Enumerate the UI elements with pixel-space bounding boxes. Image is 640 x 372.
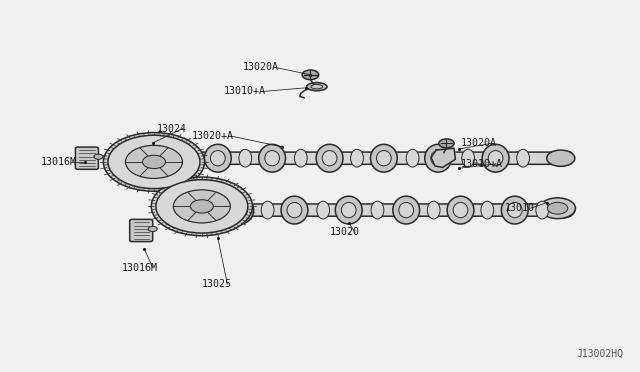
Ellipse shape [341, 202, 356, 218]
Text: J13002HQ: J13002HQ [577, 348, 623, 358]
Ellipse shape [406, 149, 419, 167]
Circle shape [302, 70, 319, 80]
Ellipse shape [508, 202, 522, 218]
Ellipse shape [316, 144, 343, 172]
FancyBboxPatch shape [130, 219, 153, 241]
FancyBboxPatch shape [168, 204, 572, 216]
Ellipse shape [307, 83, 327, 91]
Ellipse shape [393, 196, 420, 224]
Ellipse shape [425, 144, 452, 172]
Ellipse shape [259, 144, 285, 172]
Ellipse shape [322, 151, 337, 166]
Ellipse shape [447, 196, 474, 224]
Circle shape [94, 154, 103, 159]
Ellipse shape [482, 144, 509, 172]
Ellipse shape [265, 151, 280, 166]
Ellipse shape [481, 201, 493, 219]
Ellipse shape [376, 151, 391, 166]
Ellipse shape [462, 149, 474, 167]
Ellipse shape [501, 196, 528, 224]
Circle shape [540, 198, 575, 219]
Ellipse shape [488, 151, 503, 166]
Circle shape [143, 155, 166, 169]
Ellipse shape [428, 201, 440, 219]
Ellipse shape [335, 196, 362, 224]
Circle shape [547, 150, 575, 166]
Text: 13010+A: 13010+A [224, 87, 266, 96]
Circle shape [439, 139, 454, 148]
Text: 13024: 13024 [157, 124, 187, 134]
Text: 13020+A: 13020+A [192, 131, 234, 141]
Ellipse shape [311, 84, 323, 89]
FancyBboxPatch shape [76, 147, 99, 169]
Polygon shape [431, 148, 456, 167]
Ellipse shape [371, 144, 397, 172]
Ellipse shape [317, 201, 330, 219]
Ellipse shape [351, 149, 364, 167]
Circle shape [173, 190, 230, 223]
Text: 13025: 13025 [202, 279, 232, 289]
Text: 13020: 13020 [330, 227, 360, 237]
FancyBboxPatch shape [132, 152, 572, 164]
Ellipse shape [233, 202, 248, 218]
Ellipse shape [399, 202, 413, 218]
Ellipse shape [239, 149, 252, 167]
Text: 13020A: 13020A [243, 62, 278, 73]
Ellipse shape [202, 201, 214, 219]
Ellipse shape [453, 202, 468, 218]
Ellipse shape [211, 151, 225, 166]
Circle shape [190, 200, 213, 213]
Circle shape [125, 145, 182, 179]
Circle shape [547, 202, 575, 218]
Ellipse shape [261, 201, 274, 219]
Ellipse shape [227, 196, 253, 224]
Text: 13016M: 13016M [40, 157, 76, 167]
Ellipse shape [536, 201, 548, 219]
Ellipse shape [431, 151, 445, 166]
Text: 13010: 13010 [505, 203, 535, 213]
Ellipse shape [516, 149, 529, 167]
Circle shape [148, 227, 157, 232]
Ellipse shape [281, 196, 308, 224]
Ellipse shape [371, 201, 384, 219]
Ellipse shape [173, 149, 186, 167]
Ellipse shape [204, 144, 231, 172]
Circle shape [151, 177, 252, 236]
Ellipse shape [287, 202, 302, 218]
Circle shape [108, 135, 200, 189]
Circle shape [104, 132, 205, 191]
Circle shape [547, 202, 568, 214]
Ellipse shape [294, 149, 307, 167]
Text: 13010+A: 13010+A [461, 159, 502, 169]
Text: 13016M: 13016M [122, 263, 158, 273]
Text: 13020A: 13020A [461, 138, 497, 148]
Circle shape [156, 180, 248, 233]
